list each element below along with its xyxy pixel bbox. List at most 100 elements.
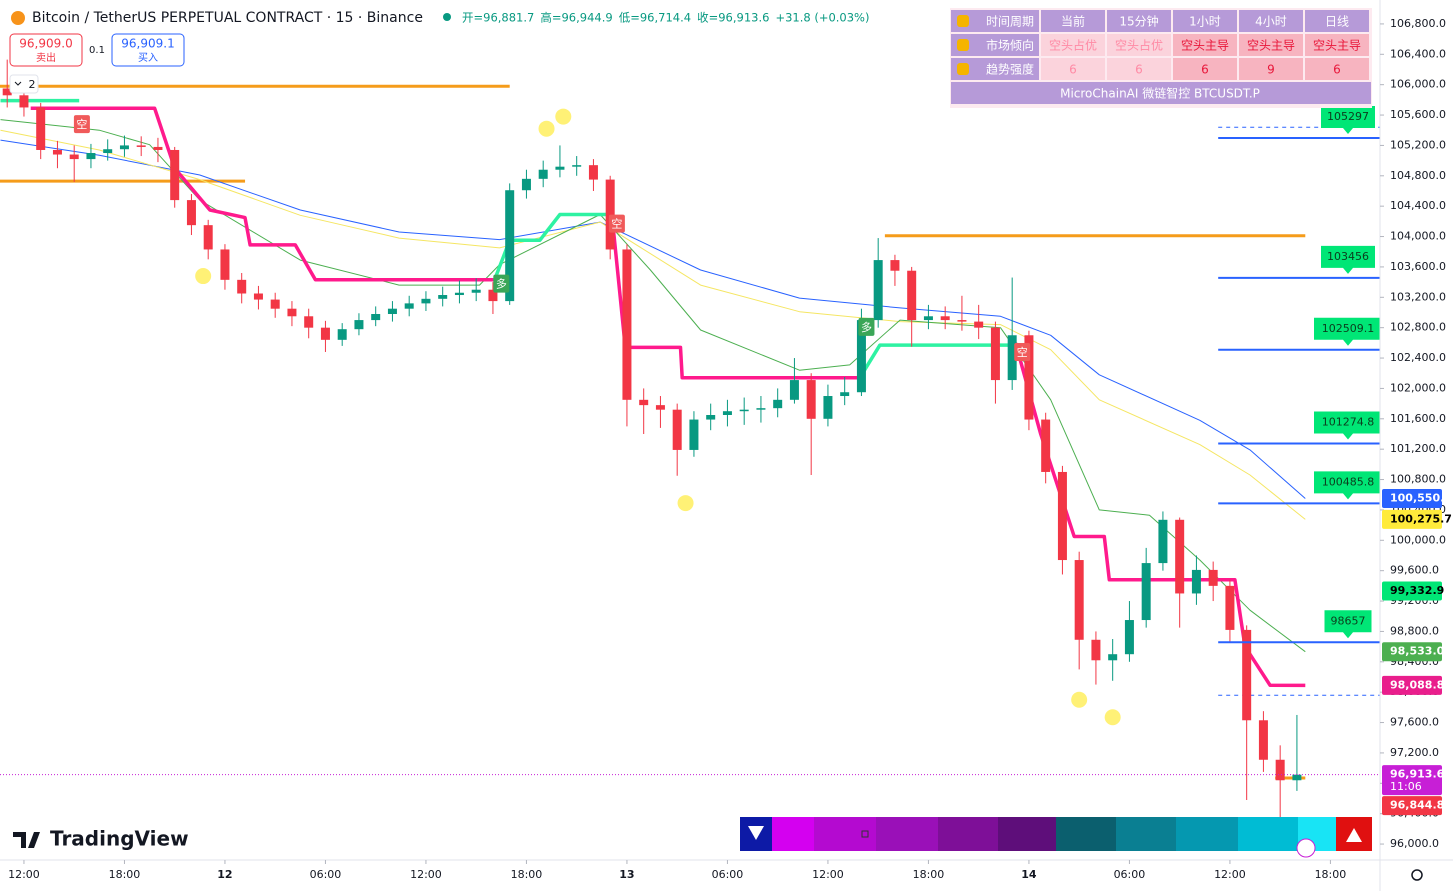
candle-body <box>86 153 96 160</box>
level-label: 102509.1 <box>1322 322 1375 335</box>
table-text: 4小时 <box>1255 15 1287 29</box>
y-tick-label: 105,200.0 <box>1390 138 1446 151</box>
signal-badge <box>493 274 510 293</box>
candle-body <box>1108 654 1118 661</box>
price-tag <box>1382 509 1442 529</box>
y-tick-label: 106,000.0 <box>1390 78 1446 91</box>
candle-body <box>756 408 766 410</box>
logo-icon <box>13 832 40 848</box>
bar-segment <box>876 817 938 851</box>
table-cell <box>1107 34 1171 56</box>
price-tag-label: 98,088.8 <box>1390 678 1444 691</box>
candle-body <box>890 260 900 271</box>
row-icon <box>957 15 969 27</box>
x-tick-label: 12:00 <box>1214 868 1246 881</box>
price-tag <box>1382 675 1442 695</box>
table-cell <box>951 34 1039 56</box>
candle-body <box>1158 519 1168 564</box>
candle-body <box>337 329 347 340</box>
table-text: 6 <box>1333 63 1341 77</box>
x-tick-label: 18:00 <box>913 868 945 881</box>
x-tick-label: 18:00 <box>511 868 543 881</box>
indicator-line <box>0 98 1011 379</box>
candle-body <box>856 320 866 393</box>
candle-body <box>1007 335 1017 381</box>
candle-body <box>136 145 146 147</box>
signal-label: 空 <box>76 117 87 131</box>
candle-body <box>119 145 129 150</box>
sell-label: 卖出 <box>36 51 56 64</box>
y-tick-label: 103,600.0 <box>1390 260 1446 273</box>
candle-body <box>739 409 749 412</box>
bar-segment <box>938 817 998 851</box>
signal-dot <box>1104 709 1121 726</box>
candle-body <box>605 179 615 250</box>
sell-button[interactable] <box>9 33 83 67</box>
candle-body <box>320 327 330 340</box>
candle-body <box>270 299 280 309</box>
alert-icon[interactable] <box>1296 838 1316 858</box>
price-tag-label: 98,533.0 <box>1390 645 1445 658</box>
candle-body <box>1258 720 1268 760</box>
candle-body <box>471 289 481 293</box>
candle-body <box>454 292 464 296</box>
table-cell <box>1239 58 1303 80</box>
table-cell <box>1173 34 1237 56</box>
x-tick-label: 18:00 <box>1315 868 1347 881</box>
candle-body <box>253 293 263 300</box>
table-cell <box>1107 58 1171 80</box>
y-tick-label: 102,000.0 <box>1390 381 1446 394</box>
price-tag <box>1382 581 1442 601</box>
buy-button[interactable] <box>111 33 185 67</box>
candle-body <box>957 320 967 322</box>
table-cell <box>1305 10 1369 32</box>
table-cell <box>1041 10 1105 32</box>
indicator-toggle[interactable] <box>9 74 39 94</box>
ohlc-item: 低=96,714.4 <box>619 11 691 25</box>
candle-body <box>1292 774 1302 781</box>
chevron <box>14 81 22 86</box>
x-tick-label: 12 <box>217 868 232 881</box>
signal-label: 空 <box>611 217 622 231</box>
candle-body <box>1191 569 1201 594</box>
table-cell <box>1239 10 1303 32</box>
candle-body <box>220 249 230 280</box>
table-text: 空头占优 <box>1115 38 1163 53</box>
table-text: 趋势强度 <box>986 62 1034 77</box>
bar-segment <box>998 817 1056 851</box>
level-bubble <box>1324 610 1372 639</box>
table-text: 6 <box>1135 63 1143 77</box>
candle-body <box>354 320 364 330</box>
table-text: 时间周期 <box>986 15 1034 29</box>
candle-body <box>1091 639 1101 661</box>
signal-bar <box>740 817 1372 858</box>
price-tag-label: 99,332.9 <box>1390 584 1444 597</box>
x-tick-label: 13 <box>619 868 634 881</box>
x-tick-label: 18:00 <box>109 868 141 881</box>
candle-body <box>1242 629 1252 721</box>
candle-body <box>873 260 883 321</box>
candle-body <box>538 169 548 179</box>
candle-body <box>555 166 565 170</box>
y-tick-label: 104,400.0 <box>1390 199 1446 212</box>
table-text: 6 <box>1201 63 1209 77</box>
candle-body <box>103 149 113 154</box>
y-tick-label: 104,000.0 <box>1390 230 1446 243</box>
candle-body <box>655 405 665 410</box>
y-tick-label: 102,400.0 <box>1390 351 1446 364</box>
signal-label: 多 <box>496 277 507 291</box>
plot-area: 空多空多空105297103456102509.1101274.8100485.… <box>0 59 1380 845</box>
candle-body <box>421 298 431 304</box>
candle-body <box>1124 620 1134 655</box>
table-text: 空头占优 <box>1049 38 1097 53</box>
signal-badge <box>73 115 90 134</box>
row-icon <box>957 39 969 51</box>
bar-segment <box>1238 817 1298 851</box>
ohlc-item: +31.8 (+0.03%) <box>775 11 869 25</box>
buy-price: 96,909.1 <box>121 37 174 51</box>
settings-icon[interactable] <box>1411 869 1423 881</box>
y-tick-label: 104,800.0 <box>1390 169 1446 182</box>
table-text: 当前 <box>1061 14 1085 29</box>
